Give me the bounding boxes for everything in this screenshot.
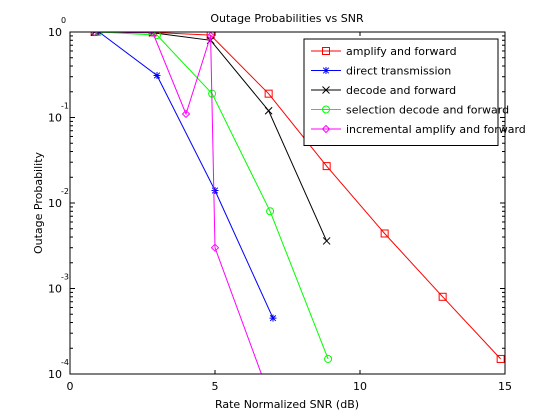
legend-item: incremental amplify and forward	[311, 123, 526, 136]
data-point-marker	[380, 229, 389, 238]
x-tick-label: 0	[67, 380, 74, 393]
legend-label: incremental amplify and forward	[346, 123, 526, 136]
data-point-marker	[206, 32, 215, 41]
y-tick-base: 10	[48, 26, 62, 39]
legend-label: direct transmission	[346, 65, 451, 78]
data-point-marker	[95, 32, 103, 36]
data-point-marker	[324, 354, 333, 363]
legend-item: selection decode and forward	[311, 104, 509, 117]
plot-series	[90, 32, 505, 374]
y-tick-base: 10	[48, 368, 62, 381]
data-point-marker	[148, 32, 157, 37]
x-tick-label: 10	[353, 380, 367, 393]
data-point-marker	[264, 106, 273, 115]
x-tick-label: 15	[498, 380, 512, 393]
y-tick-base: 10	[48, 197, 62, 210]
y-tick-label: 10-4	[48, 358, 69, 381]
data-point-marker	[496, 354, 505, 363]
y-tick-label: 10-2	[48, 187, 69, 210]
legend-box	[303, 38, 499, 146]
data-point-marker	[321, 124, 331, 134]
y-axis-label: Outage Probability	[32, 151, 45, 254]
data-point-marker	[269, 314, 277, 322]
chart-title: Outage Probabilities vs SNR	[210, 12, 364, 25]
data-point-marker	[322, 86, 330, 94]
y-tick-label: 10-3	[48, 273, 69, 296]
series-line	[98, 32, 274, 319]
plot-frame	[69, 31, 506, 375]
data-point-marker	[438, 292, 447, 301]
y-tick-label: 10-1	[48, 102, 69, 125]
data-point-marker	[264, 89, 273, 98]
legend-item: amplify and forward	[311, 45, 457, 58]
legend: amplify and forward direct transmission de…	[303, 38, 526, 146]
legend-item: decode and forward	[311, 84, 456, 97]
data-point-marker	[322, 67, 330, 74]
legend-label: amplify and forward	[346, 45, 457, 58]
data-point-marker	[211, 187, 219, 195]
y-tick-exponent: -1	[61, 102, 69, 111]
data-point-marker	[322, 237, 331, 245]
legend-item: direct transmission	[311, 65, 451, 78]
data-point-marker	[153, 71, 161, 79]
x-axis-label: Rate Normalized SNR (dB)	[215, 398, 359, 411]
y-tick-label: 100	[48, 16, 66, 39]
series-line	[94, 32, 501, 360]
y-tick-exponent: 0	[61, 16, 66, 25]
y-tick-exponent: -4	[61, 358, 69, 367]
y-tick-base: 10	[48, 283, 62, 296]
y-tick-exponent: -2	[61, 187, 69, 196]
legend-label: decode and forward	[346, 84, 456, 97]
data-point-marker	[322, 162, 331, 171]
data-point-marker	[181, 109, 191, 119]
x-tick-label: 5	[212, 380, 219, 393]
data-point-marker	[322, 105, 330, 114]
data-point-marker	[90, 32, 99, 37]
data-point-marker	[90, 32, 99, 36]
data-point-marker	[266, 207, 275, 216]
y-tick-base: 10	[48, 112, 62, 125]
data-point-marker	[322, 47, 330, 55]
legend-label: selection decode and forward	[346, 104, 509, 117]
series-2	[95, 32, 277, 322]
data-point-marker	[210, 243, 220, 252]
y-tick-exponent: -3	[61, 273, 69, 282]
